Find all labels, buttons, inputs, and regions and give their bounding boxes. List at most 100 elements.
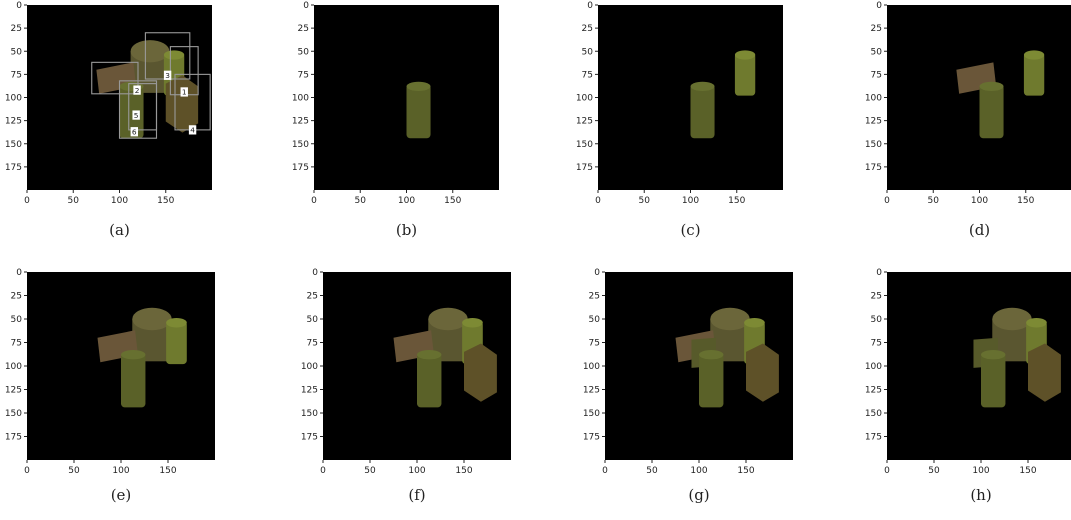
x-tick-label: 100 — [112, 466, 129, 476]
y-tick-label: 25 — [589, 292, 600, 302]
y-tick-label: 0 — [587, 1, 593, 11]
x-tick-label: 100 — [408, 466, 425, 476]
image: 2 5 6 3 1 4 — [91, 32, 211, 139]
object — [710, 307, 750, 331]
object — [166, 320, 187, 365]
y-tick-label: 75 — [11, 339, 22, 349]
y-tick-label: 50 — [871, 47, 883, 57]
y-tick-label: 175 — [301, 433, 318, 443]
y-tick-label: 25 — [11, 292, 22, 302]
y-tick-label: 100 — [292, 94, 309, 104]
object — [744, 318, 765, 328]
object — [1023, 53, 1045, 96]
y-tick-label: 150 — [5, 140, 22, 150]
y-tick-label: 0 — [876, 1, 882, 11]
y-tick-label: 75 — [11, 70, 22, 80]
x-tick-label: 100 — [398, 196, 415, 206]
panel: 0 25 50 75 100 125 150 175 0 50 100 150 (e) — [5, 268, 215, 504]
bounding-box — [91, 61, 139, 95]
object — [462, 318, 483, 328]
y-tick-label: 25 — [11, 24, 22, 34]
x-tick-label: 50 — [646, 466, 658, 476]
y-tick-label: 150 — [576, 140, 593, 150]
label-box — [180, 87, 188, 97]
y-tick-label: 50 — [582, 47, 594, 57]
panel: 0 25 50 75 100 125 150 175 0 50 100 150 (g) — [583, 268, 793, 504]
panel: 0 25 50 75 100 125 150 175 0 50 100 150 (h) — [865, 268, 1071, 504]
y-tick-label: 125 — [5, 117, 22, 127]
y-tick-label: 175 — [576, 163, 593, 173]
x-tick-label: 0 — [311, 196, 317, 206]
object — [417, 352, 442, 408]
x-tick-label: 50 — [68, 196, 80, 206]
y-tick-label: 0 — [16, 1, 22, 11]
object — [981, 352, 1006, 408]
panel: 0 25 50 75 100 125 150 175 0 50 100 150 (d) — [865, 1, 1071, 239]
label-box — [133, 85, 141, 95]
y-tick-label: 25 — [582, 24, 593, 34]
image — [406, 81, 431, 139]
x-tick-label: 50 — [928, 466, 940, 476]
object — [130, 40, 170, 63]
y-tick-label: 125 — [5, 386, 22, 396]
object — [132, 307, 172, 331]
label-box — [132, 110, 140, 120]
x-tick-label: 150 — [444, 196, 461, 206]
y-tick-label: 150 — [583, 409, 600, 419]
x-tick-label: 50 — [364, 466, 376, 476]
y-tick-label: 175 — [292, 163, 309, 173]
object — [699, 350, 724, 360]
y-tick-label: 100 — [583, 362, 600, 372]
label-box — [163, 70, 172, 80]
y-tick-label: 100 — [865, 94, 882, 104]
x-tick-label: 100 — [971, 196, 988, 206]
object — [417, 350, 442, 360]
y-tick-label: 50 — [11, 47, 23, 57]
y-tick-label: 175 — [865, 433, 882, 443]
y-tick-label: 100 — [301, 362, 318, 372]
x-tick-label: 150 — [728, 196, 745, 206]
x-tick-label: 150 — [157, 196, 174, 206]
y-tick-label: 175 — [5, 433, 22, 443]
y-tick-label: 50 — [307, 315, 319, 325]
x-tick-label: 0 — [602, 466, 608, 476]
x-tick-label: 150 — [1017, 196, 1034, 206]
label-box — [130, 127, 138, 137]
object — [979, 81, 1004, 92]
y-tick-label: 125 — [865, 117, 882, 127]
object — [165, 75, 199, 133]
caption: (d) — [969, 221, 990, 239]
caption: (a) — [109, 221, 130, 239]
y-tick-label: 0 — [312, 268, 318, 278]
image — [97, 307, 187, 408]
image — [675, 307, 779, 408]
caption: (g) — [688, 486, 709, 504]
object — [121, 350, 146, 360]
box-label: 3 — [165, 71, 170, 80]
y-tick-label: 75 — [307, 339, 318, 349]
box-label: 2 — [135, 86, 140, 95]
box-label: 5 — [134, 111, 139, 120]
image — [393, 307, 497, 408]
y-tick-label: 175 — [583, 433, 600, 443]
object — [406, 81, 431, 92]
caption: (e) — [111, 486, 132, 504]
object — [119, 84, 144, 139]
y-tick-label: 25 — [298, 24, 309, 34]
image-background — [887, 5, 1071, 190]
y-tick-label: 0 — [16, 268, 22, 278]
object — [1028, 343, 1061, 402]
y-tick-label: 150 — [5, 409, 22, 419]
y-tick-label: 150 — [865, 140, 882, 150]
x-tick-label: 50 — [355, 196, 367, 206]
x-tick-label: 0 — [884, 196, 890, 206]
object — [734, 50, 756, 60]
y-tick-label: 50 — [871, 315, 883, 325]
x-tick-label: 0 — [24, 196, 30, 206]
bounding-box — [128, 83, 158, 131]
object — [428, 307, 468, 331]
y-tick-label: 100 — [5, 94, 22, 104]
y-tick-label: 125 — [301, 386, 318, 396]
x-tick-label: 0 — [884, 466, 890, 476]
object — [163, 50, 185, 60]
